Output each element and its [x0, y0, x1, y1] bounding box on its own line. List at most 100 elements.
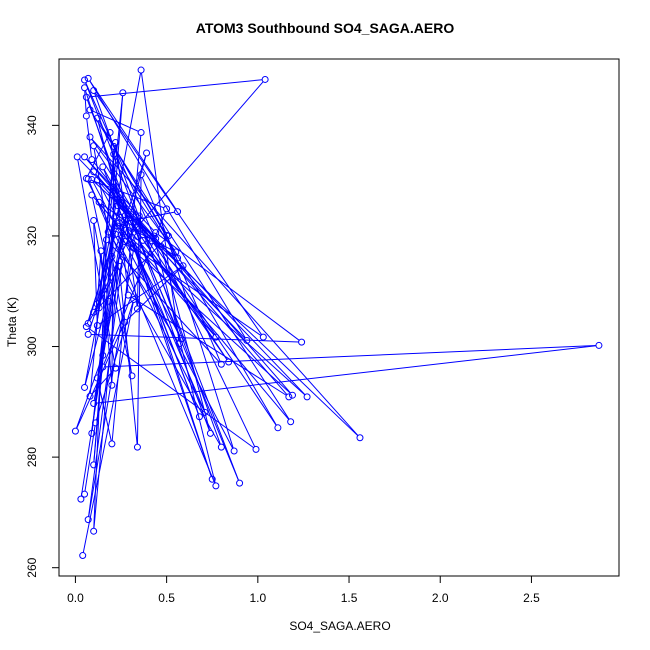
x-axis-label: SO4_SAGA.AERO [289, 619, 391, 633]
data-point [82, 93, 90, 101]
data-point [143, 149, 151, 157]
data-point [110, 150, 118, 158]
series-segment [93, 181, 154, 238]
data-point [88, 176, 96, 184]
y-axis: 260 280 300 320 340 [25, 115, 60, 578]
series-segment [87, 180, 205, 410]
series-segment [126, 81, 264, 240]
data-point [135, 212, 143, 220]
series-segment [141, 177, 221, 362]
data-point [90, 399, 98, 407]
series-segment [85, 82, 239, 481]
data-point [91, 419, 99, 427]
series-points [71, 66, 603, 560]
series-segment [109, 234, 179, 342]
data-point [88, 191, 96, 199]
data-point [175, 340, 183, 348]
series-segment [105, 345, 596, 368]
x-axis: 0.0 0.5 1.0 1.5 2.0 2.5 [67, 575, 540, 605]
data-point [132, 218, 140, 226]
series-segment [91, 112, 290, 420]
series-segment [94, 92, 263, 335]
data-point [137, 66, 145, 74]
data-point [121, 237, 129, 245]
data-point [93, 374, 101, 382]
data-point [84, 74, 92, 82]
data-point [119, 253, 127, 261]
series-segment [161, 249, 211, 431]
series-segment [77, 159, 116, 366]
chart-title: ATOM3 Southbound SO4_SAGA.AERO [195, 20, 455, 36]
series-segment [126, 242, 262, 336]
y-tick-label: 260 [25, 557, 39, 577]
data-point [90, 168, 98, 176]
series-segment [151, 240, 277, 426]
series-lines [75, 72, 597, 553]
x-tick-label: 0.5 [158, 591, 175, 605]
series-segment [86, 118, 92, 157]
data-point [157, 242, 165, 250]
series-segment [86, 99, 210, 431]
data-point [93, 114, 101, 122]
data-point [287, 418, 295, 426]
y-tick-label: 340 [25, 115, 39, 135]
data-point [201, 408, 209, 416]
data-point [102, 236, 110, 244]
series-segment [167, 238, 234, 449]
y-tick-label: 300 [25, 336, 39, 356]
data-point [133, 232, 141, 240]
data-point [174, 208, 182, 216]
data-point [99, 351, 107, 359]
data-point [108, 191, 116, 199]
data-point [172, 248, 180, 256]
series-segment [93, 196, 215, 336]
data-point [77, 495, 85, 503]
data-point [206, 429, 214, 437]
data-point [130, 296, 138, 304]
series-segment [119, 227, 306, 396]
data-point [81, 383, 89, 391]
series-segment [130, 296, 287, 396]
series-segment [78, 158, 306, 396]
data-point [356, 434, 364, 442]
data-point [130, 244, 138, 252]
data-point [108, 381, 116, 389]
data-point [88, 156, 96, 164]
data-point [164, 232, 172, 240]
series-segment [154, 238, 216, 484]
series-segment [91, 369, 114, 395]
series-segment [89, 80, 246, 339]
data-point [90, 461, 98, 469]
series-segment [88, 259, 123, 517]
data-point [174, 254, 182, 262]
data-point [259, 333, 267, 341]
plot-frame [58, 58, 620, 577]
series-segment [117, 235, 291, 394]
series-segment [101, 203, 176, 257]
series-segment [115, 145, 138, 307]
series-segment [111, 135, 142, 441]
data-point [97, 247, 105, 255]
data-point [106, 129, 114, 137]
data-point [82, 323, 90, 331]
x-tick-label: 2.5 [523, 591, 540, 605]
data-point [84, 319, 92, 327]
data-point [81, 84, 89, 92]
data-point [252, 445, 260, 453]
data-point [104, 297, 112, 305]
series-segment [122, 211, 175, 223]
x-tick-label: 0.0 [67, 591, 84, 605]
y-tick-label: 280 [25, 447, 39, 467]
data-point [88, 429, 96, 437]
y-tick-label: 320 [25, 226, 39, 246]
data-point [288, 391, 296, 399]
data-point [93, 300, 101, 308]
data-point [121, 220, 129, 228]
series-segment [84, 425, 96, 492]
data-point [86, 133, 94, 141]
data-point [230, 447, 238, 455]
data-point [71, 427, 79, 435]
data-point [133, 305, 141, 313]
data-point [104, 228, 112, 236]
data-point [179, 262, 187, 270]
